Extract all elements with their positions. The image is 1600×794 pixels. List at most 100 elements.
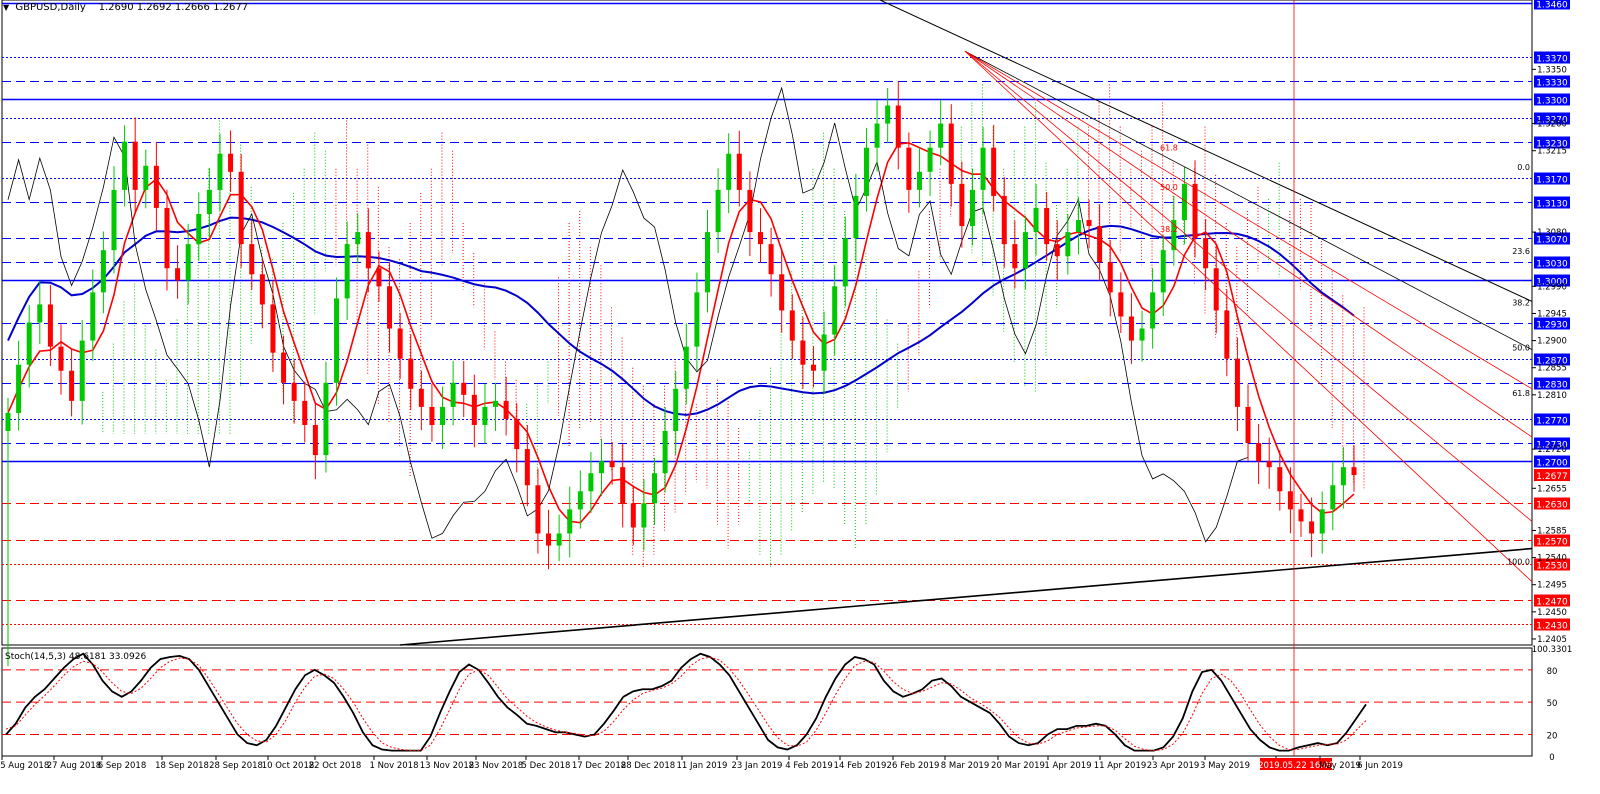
x-tick-label-0: 15 Aug 2018 xyxy=(0,761,49,771)
level-label-20: 1.2470 xyxy=(1536,598,1568,608)
x-tick-label-13: 11 Jan 2019 xyxy=(677,761,728,771)
level-label-15: 1.2730 xyxy=(1536,441,1568,451)
fan-line-3 xyxy=(964,50,1533,582)
price-scale-label-13: 1.2495 xyxy=(1537,581,1567,591)
candle-body-67 xyxy=(715,189,721,233)
candle-body-118 xyxy=(1256,443,1262,462)
stoch-title: Stoch(14,5,3) 48.6181 33.0926 xyxy=(5,652,146,662)
ma-long-line xyxy=(7,216,1355,416)
candle-body-47 xyxy=(503,400,509,419)
falling-trend-line xyxy=(879,0,1533,302)
level-label-3: 1.3300 xyxy=(1536,97,1568,107)
candle-body-38 xyxy=(408,358,414,389)
x-tick-label-12: 28 Dec 2018 xyxy=(621,761,675,771)
candle-body-74 xyxy=(789,310,795,341)
candle-body-124 xyxy=(1319,509,1325,534)
candle-body-17 xyxy=(185,244,191,281)
x-tick-label-16: 14 Feb 2019 xyxy=(834,761,887,771)
candle-body-28 xyxy=(302,400,308,425)
x-tick-label-3: 18 Sep 2018 xyxy=(155,761,209,771)
candle-body-50 xyxy=(535,485,541,534)
candle-body-19 xyxy=(206,189,212,214)
candle-body-18 xyxy=(196,213,202,245)
candle-body-22 xyxy=(238,171,244,245)
level-label-9: 1.3030 xyxy=(1536,260,1568,270)
candle-body-12 xyxy=(132,141,138,190)
stoch-tick-2: 50 xyxy=(1547,699,1558,709)
candle-body-20 xyxy=(217,153,223,190)
candle-body-102 xyxy=(1086,220,1092,227)
candle-body-106 xyxy=(1128,316,1134,341)
candle-body-40 xyxy=(429,406,435,425)
candle-body-25 xyxy=(270,304,276,353)
candle-body-26 xyxy=(281,352,287,383)
level-label-bg-15 xyxy=(1534,437,1570,450)
candle-body-72 xyxy=(768,244,774,275)
stoch-tick-1: 80 xyxy=(1547,667,1558,677)
level-label-bg-16 xyxy=(1534,455,1570,468)
level-label-bg-5 xyxy=(1534,136,1570,149)
candle-body-24 xyxy=(259,274,265,305)
candle-body-85 xyxy=(906,147,912,190)
candle-body-114 xyxy=(1213,268,1219,311)
x-tick-label-17: 26 Feb 2019 xyxy=(887,761,940,771)
x-tick-label-23: 3 May 2019 xyxy=(1200,761,1250,771)
candle-body-13 xyxy=(143,165,149,190)
candle-body-105 xyxy=(1118,292,1124,317)
level-label-bg-10 xyxy=(1534,274,1570,287)
candle-body-63 xyxy=(673,388,679,432)
level-label-bg-8 xyxy=(1534,232,1570,245)
fib-label-3: 50.0 xyxy=(1512,344,1530,353)
candle-body-45 xyxy=(482,406,488,425)
candle-body-115 xyxy=(1224,310,1230,359)
x-tick-label-1: 27 Aug 2018 xyxy=(47,761,101,771)
x-tick-label-10: 5 Dec 2018 xyxy=(522,761,571,771)
x-tick-label-5: 10 Oct 2018 xyxy=(262,761,315,771)
price-scale-label-4: 1.2990 xyxy=(1537,282,1567,292)
main-frame xyxy=(1,0,1533,646)
rising-trend-line xyxy=(399,547,1533,646)
candle-body-37 xyxy=(397,328,403,359)
price-scale-label-8: 1.2810 xyxy=(1537,391,1567,401)
fan-label-1: 50.0 xyxy=(1160,183,1178,192)
level-label-0: 1.3460 xyxy=(1536,1,1568,11)
x-tick-label-2: 6 Sep 2018 xyxy=(98,761,146,771)
candle-body-127 xyxy=(1351,467,1357,476)
level-label-bg-12 xyxy=(1534,353,1570,366)
candle-body-27 xyxy=(291,382,297,401)
candle-body-46 xyxy=(493,400,499,407)
x-tick-label-21: 11 Apr 2019 xyxy=(1094,761,1147,771)
stoch-tick-0: 100.3301 xyxy=(1532,645,1573,655)
candle-body-0 xyxy=(5,412,11,432)
candle-body-30 xyxy=(323,382,329,456)
candle-body-53 xyxy=(567,509,573,534)
level-label-19: 1.2530 xyxy=(1536,562,1568,572)
level-label-17: 1.2630 xyxy=(1536,501,1568,511)
level-label-14: 1.2770 xyxy=(1536,417,1568,427)
candle-body-69 xyxy=(736,153,742,190)
candle-body-29 xyxy=(312,424,318,456)
candle-body-71 xyxy=(757,232,763,245)
candle-body-86 xyxy=(916,171,922,190)
candle-body-70 xyxy=(747,189,753,233)
level-label-bg-21 xyxy=(1534,618,1570,631)
candle-body-49 xyxy=(524,449,530,486)
level-label-21: 1.2430 xyxy=(1536,622,1568,632)
price-scale-label-6: 1.2900 xyxy=(1537,337,1567,347)
price-scale-label-15: 1.2405 xyxy=(1537,635,1567,645)
x-tick-label-25: May 2019 xyxy=(1319,761,1361,771)
stoch-signal-line xyxy=(5,656,1367,752)
candle-body-34 xyxy=(365,232,371,269)
candle-body-21 xyxy=(228,153,234,172)
candle-body-23 xyxy=(249,244,255,275)
stoch-tick-4: 0 xyxy=(1549,753,1554,763)
candle-body-55 xyxy=(588,473,594,492)
candle-body-48 xyxy=(514,418,520,450)
candle-body-75 xyxy=(800,340,806,365)
candle-body-108 xyxy=(1150,292,1156,329)
candle-body-119 xyxy=(1266,461,1272,468)
candle-body-113 xyxy=(1203,238,1209,269)
triangle-down-icon[interactable]: ▼ xyxy=(3,3,10,12)
level-label-6: 1.3170 xyxy=(1536,176,1568,186)
fan-line-0 xyxy=(964,50,1533,390)
